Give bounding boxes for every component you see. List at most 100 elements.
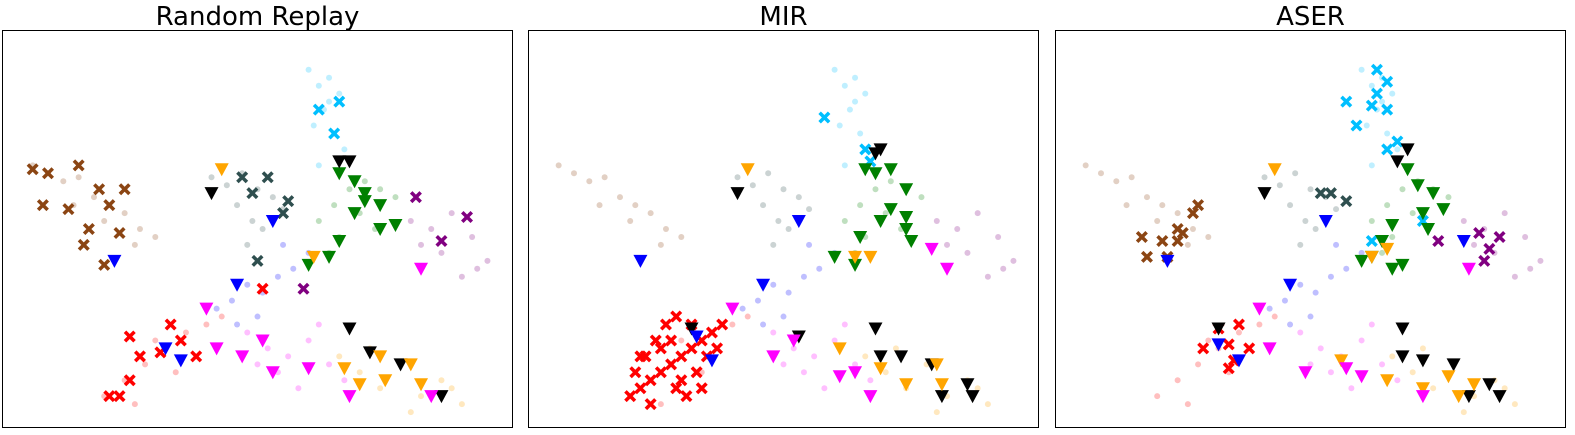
x-marker: [282, 195, 295, 208]
x-marker: [1171, 234, 1184, 247]
point: [1384, 130, 1391, 137]
point: [857, 130, 864, 137]
point: [780, 361, 787, 368]
point: [841, 162, 848, 169]
point: [305, 337, 312, 344]
point: [1511, 273, 1518, 280]
point: [770, 329, 777, 336]
triangle-marker: [868, 147, 883, 161]
point: [1389, 353, 1396, 360]
triangle-marker: [1482, 378, 1497, 392]
plot-area: [1055, 30, 1566, 428]
x-marker: [1222, 338, 1235, 351]
point: [228, 297, 235, 304]
plot-frame: [528, 30, 1039, 428]
triangle-marker: [265, 215, 280, 229]
x-marker: [629, 366, 642, 379]
x-marker: [256, 282, 269, 295]
point: [627, 218, 634, 225]
x-marker: [1381, 103, 1394, 116]
point: [290, 265, 297, 272]
point: [331, 202, 338, 209]
point: [1154, 393, 1161, 400]
point: [570, 170, 577, 177]
triangle-marker: [689, 330, 704, 344]
point: [1358, 66, 1365, 73]
triangle-marker: [832, 342, 847, 356]
triangle-marker: [791, 215, 806, 229]
point: [315, 321, 322, 328]
point: [1195, 361, 1202, 368]
point: [361, 178, 368, 185]
point: [775, 218, 782, 225]
point: [1113, 178, 1120, 185]
triangle-marker: [1415, 207, 1430, 221]
point: [315, 218, 322, 225]
point: [392, 194, 399, 201]
point: [1379, 249, 1386, 256]
point: [341, 146, 348, 153]
point: [933, 218, 940, 225]
triangle-marker: [378, 374, 393, 388]
point: [1184, 241, 1191, 248]
point: [1307, 186, 1314, 193]
point: [555, 162, 562, 169]
x-marker: [1478, 254, 1491, 267]
point: [1297, 241, 1304, 248]
x-marker: [113, 390, 126, 403]
x-marker: [246, 187, 259, 200]
point: [1522, 233, 1529, 240]
x-marker: [659, 318, 672, 331]
x-marker: [409, 191, 422, 204]
point: [295, 385, 302, 392]
x-marker: [695, 382, 708, 395]
triangle-marker: [1441, 370, 1456, 384]
point: [254, 361, 261, 368]
point: [305, 66, 312, 73]
point: [770, 241, 777, 248]
point: [1174, 377, 1181, 384]
point: [1307, 361, 1314, 368]
panel-title: Random Replay: [156, 2, 360, 32]
triangle-marker: [766, 350, 781, 364]
triangle-marker: [848, 258, 863, 272]
triangle-marker: [863, 390, 878, 404]
point: [223, 182, 230, 189]
point: [1368, 82, 1375, 89]
triangle-marker: [1160, 254, 1175, 268]
x-marker: [654, 366, 667, 379]
point: [616, 194, 623, 201]
triangle-marker: [1390, 155, 1405, 169]
point: [1409, 210, 1416, 217]
x-marker: [1381, 75, 1394, 88]
point: [474, 265, 481, 272]
point: [744, 313, 751, 320]
x-marker: [685, 342, 698, 355]
point: [800, 369, 807, 376]
point: [632, 202, 639, 209]
point: [234, 202, 241, 209]
point: [254, 313, 261, 320]
triangle-marker: [899, 183, 914, 197]
point: [754, 297, 761, 304]
point: [213, 305, 220, 312]
point: [1358, 337, 1365, 344]
point: [244, 241, 251, 248]
triangle-marker: [1211, 322, 1226, 336]
x-marker: [190, 350, 203, 363]
point: [1302, 218, 1309, 225]
triangle-marker: [1283, 278, 1298, 292]
point: [407, 218, 414, 225]
point: [678, 337, 685, 344]
triangle-marker: [204, 187, 219, 201]
point: [647, 210, 654, 217]
x-marker: [705, 326, 718, 339]
point: [131, 401, 138, 408]
triangle-marker: [740, 163, 755, 177]
triangle-marker: [1461, 262, 1476, 276]
point: [984, 273, 991, 280]
triangle-marker: [873, 350, 888, 364]
point: [326, 74, 333, 81]
triangle-marker: [199, 302, 214, 316]
